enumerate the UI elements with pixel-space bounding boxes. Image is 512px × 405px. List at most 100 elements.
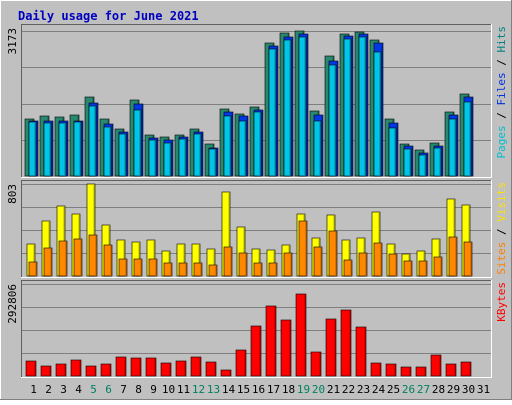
bar-sites-day-24 xyxy=(373,242,383,277)
bar-sites-day-12 xyxy=(193,262,203,277)
bar-sites-day-11 xyxy=(178,262,188,277)
bar-sites-day-2 xyxy=(43,247,53,277)
x-tick-label-day-1: 1 xyxy=(30,383,37,396)
bar-sites-day-7 xyxy=(118,258,128,277)
bar-sites-day-14 xyxy=(223,246,233,277)
bar-pages-day-3 xyxy=(58,122,67,177)
x-tick-label-day-27: 27 xyxy=(417,383,430,396)
bar-sites-day-26 xyxy=(403,260,413,277)
bar-kbytes-day-17 xyxy=(265,305,277,377)
bar-sites-day-29 xyxy=(448,236,458,277)
legend-pages_files_hits: Pages / Files / Hits xyxy=(495,26,508,159)
bar-sites-day-21 xyxy=(328,230,338,277)
legend-kbytes: KBytes xyxy=(495,282,508,322)
legend-entry: / xyxy=(495,222,508,242)
bar-pages-day-28 xyxy=(433,147,442,177)
bar-pages-day-19 xyxy=(298,36,307,177)
bar-sites-day-5 xyxy=(88,234,98,277)
bar-pages-day-30 xyxy=(463,101,472,177)
bar-pages-day-18 xyxy=(283,39,292,177)
bar-kbytes-day-2 xyxy=(40,365,52,377)
bar-sites-day-8 xyxy=(133,258,143,277)
bar-pages-day-17 xyxy=(268,48,277,177)
bar-pages-day-4 xyxy=(73,121,82,177)
x-tick-label-day-16: 16 xyxy=(252,383,265,396)
x-tick-label-day-31: 31 xyxy=(477,383,490,396)
bar-kbytes-day-28 xyxy=(430,354,442,377)
bar-sites-day-17 xyxy=(268,262,278,277)
bar-sites-day-9 xyxy=(148,258,158,277)
x-tick-label-day-23: 23 xyxy=(357,383,370,396)
bar-sites-day-25 xyxy=(388,253,398,277)
bar-pages-day-22 xyxy=(343,38,352,177)
bar-kbytes-day-8 xyxy=(130,357,142,377)
x-tick-label-day-13: 13 xyxy=(207,383,220,396)
panel-pages_files_hits: 3173 Pages / Files / Hits xyxy=(6,24,508,178)
legend-entry: Visits xyxy=(495,182,508,222)
chart-title: Daily usage for June 2021 xyxy=(18,9,199,23)
x-tick-label-day-25: 25 xyxy=(387,383,400,396)
bar-kbytes-day-7 xyxy=(115,356,127,377)
bar-kbytes-day-5 xyxy=(85,365,97,377)
bar-kbytes-day-12 xyxy=(190,356,202,377)
bar-pages-day-2 xyxy=(43,122,52,177)
bar-pages-day-26 xyxy=(403,148,412,177)
x-tick-label-day-20: 20 xyxy=(312,383,325,396)
legend-entry: / xyxy=(495,53,508,73)
y-max-label: 3173 xyxy=(6,28,19,55)
bar-kbytes-day-29 xyxy=(445,363,457,377)
bar-kbytes-day-24 xyxy=(370,362,382,377)
legend-entry: KBytes xyxy=(495,282,508,322)
bar-sites-day-13 xyxy=(208,264,218,277)
bar-sites-day-3 xyxy=(58,240,68,277)
bar-kbytes-day-9 xyxy=(145,357,157,377)
x-tick-label-day-26: 26 xyxy=(402,383,415,396)
x-tick-label-day-8: 8 xyxy=(135,383,142,396)
x-tick-label-day-24: 24 xyxy=(372,383,386,396)
bar-sites-day-19 xyxy=(298,220,308,277)
x-tick-label-day-11: 11 xyxy=(177,383,190,396)
bar-kbytes-day-23 xyxy=(355,326,367,377)
x-tick-label-day-7: 7 xyxy=(120,383,127,396)
x-tick-label-day-30: 30 xyxy=(462,383,475,396)
bar-kbytes-day-3 xyxy=(55,363,67,377)
legend-entry: Files xyxy=(495,72,508,105)
bar-kbytes-day-22 xyxy=(340,309,352,377)
bar-sites-day-23 xyxy=(358,252,368,277)
x-tick-label-day-9: 9 xyxy=(150,383,157,396)
bar-sites-day-1 xyxy=(28,261,38,277)
bar-pages-day-9 xyxy=(148,139,157,177)
bar-sites-day-6 xyxy=(103,244,113,277)
legend-entry: Sites xyxy=(495,242,508,275)
bar-kbytes-day-30 xyxy=(460,361,472,377)
bar-sites-day-15 xyxy=(238,252,248,277)
x-tick-label-day-12: 12 xyxy=(192,383,205,396)
x-tick-label-day-21: 21 xyxy=(327,383,340,396)
legend-entry: Pages xyxy=(495,125,508,158)
bar-sites-day-4 xyxy=(73,238,83,277)
x-tick-label-day-3: 3 xyxy=(60,383,67,396)
bar-pages-day-1 xyxy=(28,121,37,177)
bar-pages-day-21 xyxy=(328,64,337,177)
bar-pages-day-16 xyxy=(253,111,262,177)
bar-sites-day-20 xyxy=(313,246,323,277)
x-axis-labels: 1 2 3 4 5 6 7 8 9 10 11 12 13 14 15 16 17 18 19 20 21 22 23 24 2… xyxy=(30,383,490,396)
bar-pages-day-27 xyxy=(418,154,427,177)
y-max-label: 292806 xyxy=(6,284,19,324)
legend-visits_sites: Sites / Visits xyxy=(495,182,508,275)
x-tick-label-day-28: 28 xyxy=(432,383,445,396)
bar-kbytes-day-4 xyxy=(70,359,82,377)
x-tick-label-day-22: 22 xyxy=(342,383,355,396)
bar-sites-day-22 xyxy=(343,259,353,277)
panel-visits_sites: 803 Sites / Visits xyxy=(6,180,508,278)
bar-kbytes-day-10 xyxy=(160,362,172,377)
bar-pages-day-15 xyxy=(238,120,247,177)
x-tick-label-day-19: 19 xyxy=(297,383,310,396)
bar-pages-day-10 xyxy=(163,142,172,177)
bar-kbytes-day-16 xyxy=(250,325,262,377)
legend-entry: Hits xyxy=(495,26,508,53)
bar-pages-day-6 xyxy=(103,126,112,177)
x-tick-label-day-5: 5 xyxy=(90,383,97,396)
bar-sites-day-16 xyxy=(253,262,263,277)
